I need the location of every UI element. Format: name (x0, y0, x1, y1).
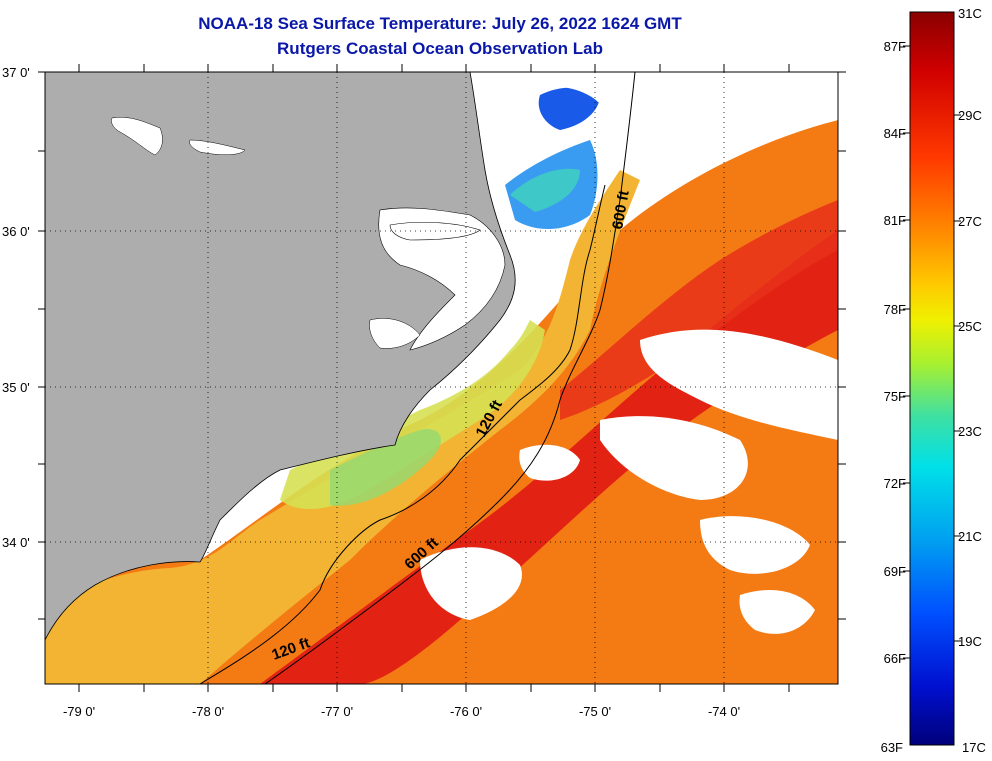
inland-lake-2 (189, 139, 246, 155)
cloud-mask-1 (640, 329, 838, 440)
cb-f-78: 78F (884, 302, 906, 317)
cloud-mask-2 (600, 416, 748, 500)
cb-c-17: 17C (962, 740, 986, 755)
lon-label-77: -77 0' (321, 704, 353, 719)
contour-600ft-line (264, 72, 636, 684)
map-ticks (38, 64, 846, 692)
lon-label-78: -78 0' (192, 704, 224, 719)
cb-c-21: 21C (958, 529, 982, 544)
inner-shelf-water (280, 320, 545, 510)
bathymetry-contours (199, 72, 636, 684)
map-subtitle: Rutgers Coastal Ocean Observation Lab (277, 39, 603, 58)
teal-water (510, 168, 580, 212)
cb-f-63: 63F (881, 740, 903, 755)
pamlico-sound (378, 207, 506, 351)
lat-label-36: 36 0' (2, 224, 30, 239)
cloud-mask-6 (700, 516, 810, 574)
contour-label-600-north: 600 ft (609, 189, 633, 231)
lat-label-34: 34 0' (2, 535, 30, 550)
cb-c-23: 23C (958, 424, 982, 439)
neuse-river (369, 318, 421, 349)
cloud-mask-7 (739, 590, 815, 634)
map-title: NOAA-18 Sea Surface Temperature: July 26… (198, 14, 682, 33)
cb-c-27: 27C (958, 214, 982, 229)
cb-f-75: 75F (884, 389, 906, 404)
longitude-labels: -79 0' -78 0' -77 0' -76 0' -75 0' -74 0… (63, 704, 740, 719)
lon-label-74: -74 0' (708, 704, 740, 719)
latitude-labels: 37 0' 36 0' 35 0' 34 0' (2, 65, 30, 550)
map-border (44, 71, 839, 685)
cb-c-25: 25C (958, 319, 982, 334)
cb-c-31: 31C (958, 6, 982, 21)
lon-label-75: -75 0' (579, 704, 611, 719)
nearshore-green-water (330, 429, 441, 506)
cb-f-72: 72F (884, 476, 906, 491)
cb-c-29: 29C (958, 108, 982, 123)
map-layers (45, 72, 838, 684)
colorbar-celsius-labels: 31C 29C 27C 25C 23C 21C 19C 17C (958, 6, 986, 755)
cb-f-69: 69F (884, 564, 906, 579)
lon-label-79: -79 0' (63, 704, 95, 719)
cb-f-84: 84F (884, 126, 906, 141)
red-patch (560, 200, 838, 420)
colorbar-fahrenheit-labels: 87F 84F 81F 78F 75F 72F 69F 66F 63F (881, 39, 906, 755)
shelf-water (45, 170, 640, 684)
cb-f-66: 66F (884, 651, 906, 666)
cb-c-19: 19C (958, 634, 982, 649)
inland-lake-1 (111, 117, 163, 156)
map-gridlines (45, 72, 838, 684)
cloud-mask-4 (700, 72, 838, 150)
lat-label-35: 35 0' (2, 380, 30, 395)
cb-f-81: 81F (884, 213, 906, 228)
cloud-mask-3 (470, 72, 708, 163)
colorbar-ticks (903, 45, 961, 659)
colorbar (909, 11, 955, 746)
cb-f-87: 87F (884, 39, 906, 54)
cool-water-patch (538, 87, 600, 130)
cloud-mask-5 (420, 547, 522, 620)
cloud-mask-8 (519, 444, 580, 481)
lon-label-76: -76 0' (450, 704, 482, 719)
lat-label-37: 37 0' (2, 65, 30, 80)
contour-120ft-line (199, 184, 606, 684)
